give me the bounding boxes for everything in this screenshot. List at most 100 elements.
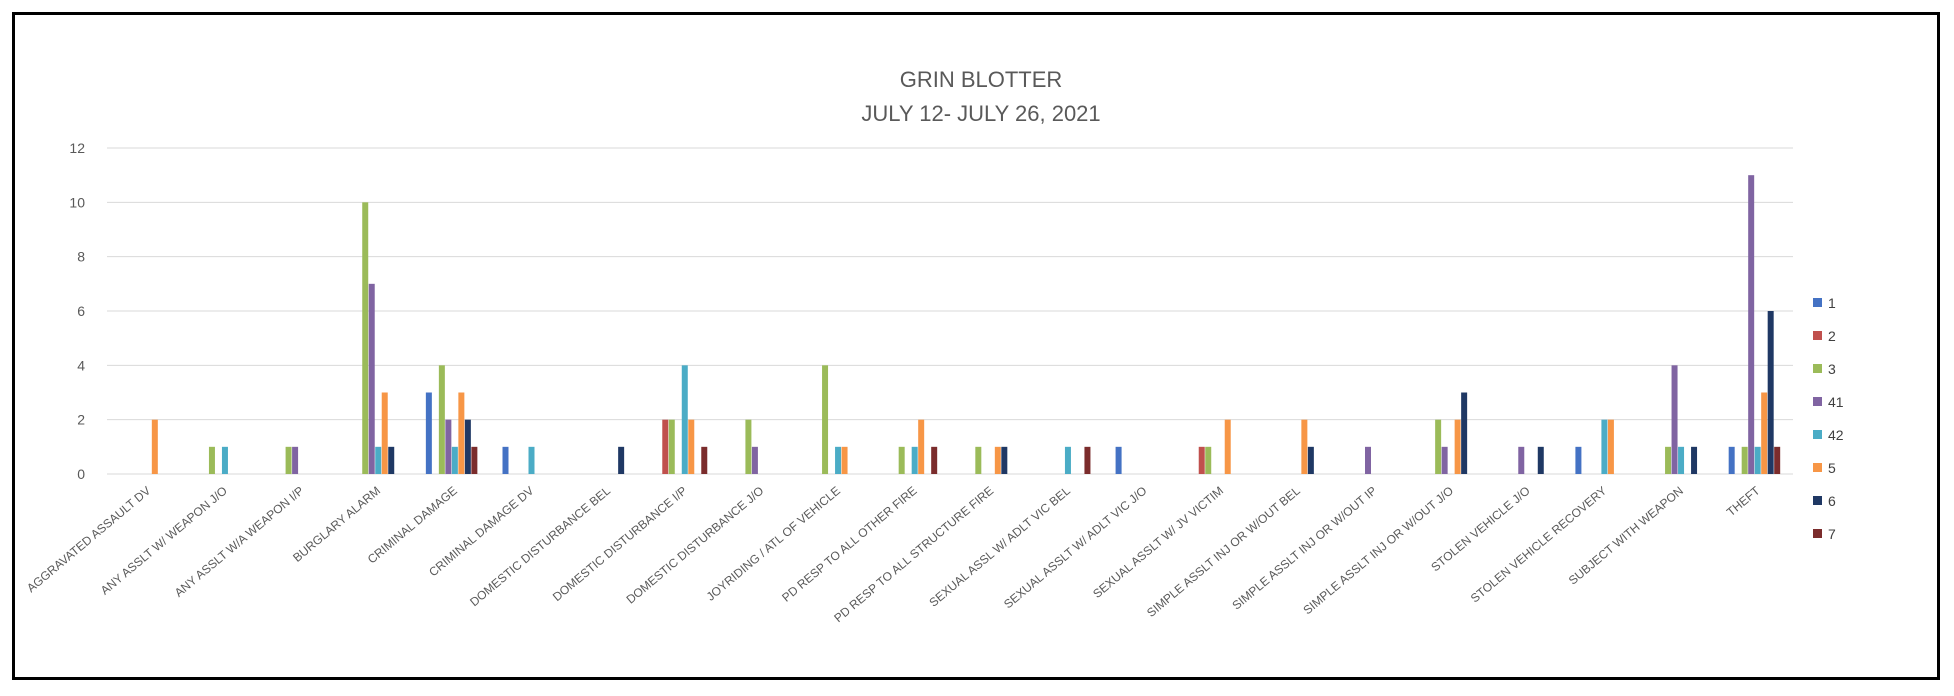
bar (1205, 446, 1212, 474)
gridlines (107, 147, 1793, 475)
x-category-label: DOMESTIC DISTURBANCE BEL (467, 483, 613, 609)
bar (751, 446, 758, 474)
legend-swatch (1813, 364, 1822, 373)
bar (1774, 446, 1781, 474)
bar (1518, 446, 1525, 474)
bar (1537, 446, 1544, 474)
bar (1441, 446, 1448, 474)
legend-swatch (1813, 529, 1822, 538)
bar (1754, 446, 1761, 474)
bar (458, 392, 465, 474)
bar (975, 446, 982, 474)
bar (208, 446, 215, 474)
y-tick-label: 6 (77, 303, 85, 319)
legend-label: 41 (1828, 394, 1844, 410)
x-category-label: SEXUAL ASSL W/ ADLT VIC BEL (926, 483, 1073, 609)
bar (1307, 446, 1314, 474)
bar (931, 446, 938, 474)
bar (1607, 419, 1614, 474)
bar (471, 446, 478, 474)
bar (618, 446, 625, 474)
legend-swatch (1813, 397, 1822, 406)
bar (438, 365, 445, 474)
bar (1691, 446, 1698, 474)
bar (1365, 446, 1371, 474)
x-category-label: SIMPLE ASSLT INJ OR W/OUT BEL (1144, 483, 1303, 620)
chart-subtitle: JULY 12- JULY 26, 2021 (861, 101, 1100, 126)
bar (1678, 446, 1685, 474)
chart-frame: GRIN BLOTTER JULY 12- JULY 26, 2021 0 2 4 6… (12, 12, 1940, 680)
legend-label: 42 (1828, 427, 1844, 443)
bar (1115, 446, 1122, 474)
bar (375, 446, 382, 474)
x-category-label: AGGRAVATED ASSAULT DV (24, 484, 153, 596)
bar (1301, 419, 1308, 474)
bar (1001, 446, 1008, 474)
bar (1748, 175, 1755, 475)
x-category-label: DOMESTIC DISTURBANCE J/O (624, 484, 767, 607)
y-tick-label: 2 (77, 412, 85, 428)
bar (388, 446, 395, 474)
x-category-label: SIMPLE ASSLT INJ OR W/OUT J/O (1300, 484, 1456, 618)
bar (918, 419, 925, 474)
bar (822, 365, 829, 474)
bar (841, 446, 848, 474)
bar (688, 419, 695, 474)
bar (701, 446, 708, 474)
bar (745, 419, 752, 474)
x-category-label: SEXUAL ASSLT W/ ADLT VIC J/O (1001, 484, 1149, 612)
y-tick-label: 10 (69, 194, 85, 210)
bar (1761, 392, 1768, 474)
bar (1671, 365, 1678, 474)
bar (151, 419, 158, 474)
x-category-label: ANY ASSLT W/ WEAPON J/O (98, 484, 230, 598)
x-category-label: DOMESTIC DISTURBANCE I/P (550, 484, 690, 604)
legend-swatch (1813, 496, 1822, 505)
legend: 1 2 3 41 42 5 6 7 (1813, 295, 1844, 542)
legend-swatch (1813, 331, 1822, 340)
legend-label: 1 (1828, 295, 1836, 311)
x-category-label: PD RESP TO ALL STRUCTURE FIRE (831, 484, 996, 626)
legend-label: 3 (1828, 361, 1836, 377)
bar (1601, 419, 1608, 474)
y-tick-label: 0 (77, 466, 85, 482)
bar (292, 446, 299, 474)
bar (1084, 446, 1091, 474)
bar (662, 419, 669, 474)
bar (681, 365, 688, 474)
bar (1198, 446, 1205, 474)
bar (528, 446, 535, 474)
y-axis-ticks: 0 2 4 6 8 10 12 (69, 140, 85, 482)
legend-swatch (1813, 430, 1822, 439)
bar (362, 202, 369, 474)
bar (381, 392, 388, 474)
bar (898, 446, 905, 474)
x-category-label: THEFT (1724, 483, 1763, 519)
bar (221, 446, 228, 474)
bar (502, 446, 509, 474)
bar (464, 419, 471, 474)
bar (994, 446, 1001, 474)
x-category-label: ANY ASSLT W/A WEAPON I/P (172, 484, 307, 600)
bar (285, 446, 292, 474)
bar (1461, 392, 1468, 474)
bar (445, 419, 452, 474)
x-category-label: SEXUAL ASSLT W/ JV VICTIM (1090, 484, 1226, 601)
bar (1767, 311, 1774, 474)
y-tick-label: 8 (77, 249, 85, 265)
x-category-label: SIMPLE ASSLT INJ OR W/OUT IP (1229, 484, 1379, 613)
legend-swatch (1813, 298, 1822, 307)
legend-label: 7 (1828, 526, 1836, 542)
bar (1575, 446, 1582, 474)
bar (451, 446, 458, 474)
bar (1224, 419, 1231, 474)
bar (1064, 446, 1071, 474)
chart-title: GRIN BLOTTER (900, 67, 1063, 92)
bar (1435, 419, 1442, 474)
legend-swatch (1813, 463, 1822, 472)
bar (1665, 446, 1672, 474)
bar (368, 283, 375, 474)
bar (911, 446, 918, 474)
bar (668, 419, 675, 474)
bar (1728, 446, 1735, 474)
